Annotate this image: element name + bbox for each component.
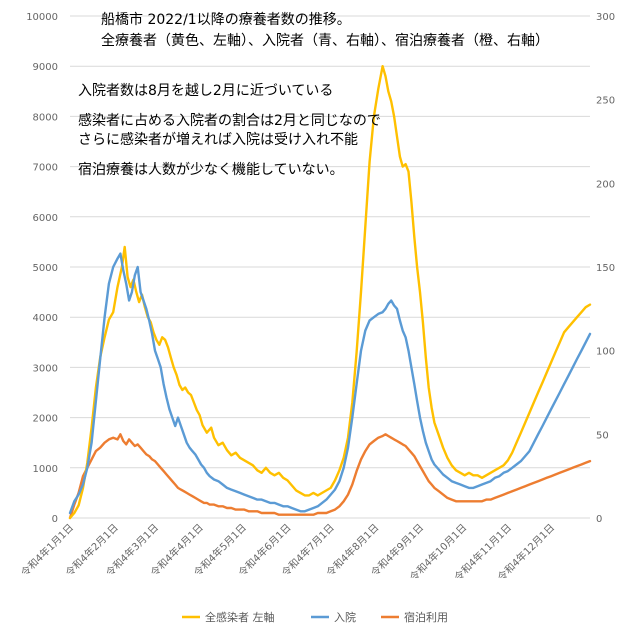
left-tick-label: 5000 xyxy=(33,263,58,274)
x-axis-ticks: 令和4年1月1日令和4年2月1日令和4年3月1日令和4年4月1日令和4年5月1日… xyxy=(18,521,557,584)
series-line-0 xyxy=(68,65,592,520)
chart-title-line-1: 船橋市 2022/1以降の療養者数の推移。 xyxy=(101,11,351,28)
chart-title-line-2: 全療養者（黄色、左軸）、入院者（青、右軸）、宿泊療養者（橙、右軸） xyxy=(101,32,549,49)
series-line-2 xyxy=(68,433,592,520)
left-tick-label: 9000 xyxy=(33,62,58,73)
right-tick-label: 200 xyxy=(596,179,615,190)
legend-label-total: 全感染者 左軸 xyxy=(205,610,275,624)
legend: 全感染者 左軸 入院 宿泊利用 xyxy=(182,610,448,624)
left-tick-label: 10000 xyxy=(26,12,58,23)
left-tick-label: 3000 xyxy=(33,363,58,374)
left-tick-label: 4000 xyxy=(33,313,58,324)
annotation-block: 入院者数は8月を越し2月に近づいている 感染者に占める入院者の割合は2月と同じな… xyxy=(78,83,381,178)
legend-label-hotel: 宿泊利用 xyxy=(404,610,448,624)
left-tick-label: 6000 xyxy=(33,213,58,224)
right-tick-label: 300 xyxy=(596,12,615,23)
gridlines xyxy=(70,15,590,519)
series-line-1 xyxy=(68,252,592,515)
left-tick-label: 2000 xyxy=(33,414,58,425)
right-tick-label: 250 xyxy=(596,96,615,107)
left-tick-label: 0 xyxy=(52,514,58,525)
left-tick-label: 1000 xyxy=(33,464,58,475)
annotation-line-4: 宿泊療養は人数が少なく機能していない。 xyxy=(78,161,344,178)
right-tick-label: 100 xyxy=(596,347,615,358)
left-tick-label: 8000 xyxy=(33,112,58,123)
annotation-line-3: さらに感染者が増えれば入院は受け入れ不能 xyxy=(78,131,358,148)
left-tick-label: 7000 xyxy=(33,163,58,174)
right-tick-label: 150 xyxy=(596,263,615,274)
series-lines xyxy=(68,65,592,520)
right-tick-label: 50 xyxy=(596,430,609,441)
annotation-line-2: 感染者に占める入院者の割合は2月と同じなので xyxy=(78,112,381,129)
right-axis-ticks: 0 50 100 150 200 250 300 xyxy=(596,12,615,525)
left-axis-ticks: 0 1000 2000 3000 4000 5000 6000 7000 8000 9000 100… xyxy=(26,12,58,525)
title-block: 船橋市 2022/1以降の療養者数の推移。 全療養者（黄色、左軸）、入院者（青、… xyxy=(101,11,549,49)
annotation-line-1: 入院者数は8月を越し2月に近づいている xyxy=(78,83,333,99)
right-tick-label: 0 xyxy=(596,514,602,525)
legend-label-hospital: 入院 xyxy=(334,610,356,624)
